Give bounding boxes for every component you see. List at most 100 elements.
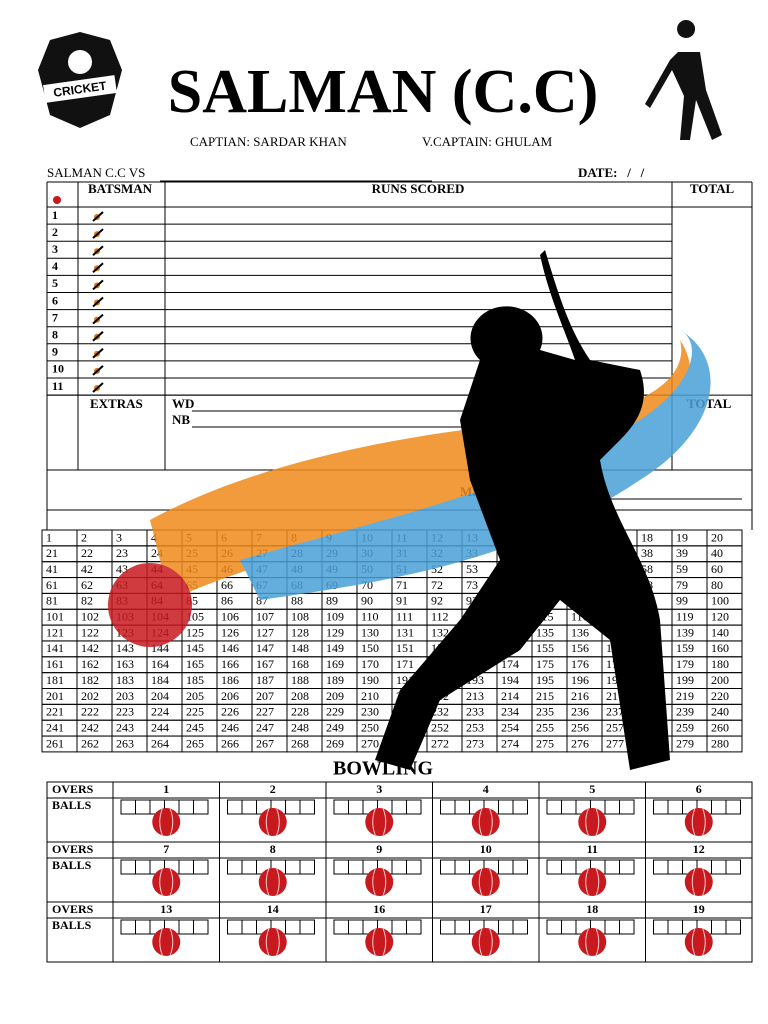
cell-text: 110 xyxy=(361,610,379,624)
cell-text: 10 xyxy=(52,362,64,376)
cell-text: 21 xyxy=(46,546,58,560)
cell-text: 120 xyxy=(711,610,729,624)
ball-box xyxy=(512,919,528,935)
cell-text: 226 xyxy=(221,705,239,719)
cell-text: 204 xyxy=(151,689,169,703)
cell-text: 230 xyxy=(361,705,379,719)
cell-text: BALLS xyxy=(52,858,92,872)
cell-text: 109 xyxy=(326,610,344,624)
bat-icon xyxy=(92,245,104,256)
cell-text: 277 xyxy=(606,736,624,750)
cell-text: 240 xyxy=(711,705,729,719)
cell-text: 61 xyxy=(46,578,58,592)
cell-text: 107 xyxy=(256,610,274,624)
cell-text: 66 xyxy=(221,578,233,592)
ball-box xyxy=(406,919,422,935)
cell-text: 201 xyxy=(46,689,64,703)
cell-text: 90 xyxy=(361,594,373,608)
cell-text: 181 xyxy=(46,673,64,687)
cell-text: 150 xyxy=(361,641,379,655)
cell-text: 249 xyxy=(326,720,344,734)
cell-text: 259 xyxy=(676,720,694,734)
cell-text: NB xyxy=(172,412,190,427)
cell-text: 102 xyxy=(81,610,99,624)
cell-text: 119 xyxy=(676,610,694,624)
cell-text: 141 xyxy=(46,641,64,655)
cell-text: 272 xyxy=(431,736,449,750)
cell-text: 235 xyxy=(536,705,554,719)
cell-text: 250 xyxy=(361,720,379,734)
cell-text: 274 xyxy=(501,736,519,750)
cell-text: 92 xyxy=(431,594,443,608)
bat-icon xyxy=(92,211,104,222)
ball-box xyxy=(406,859,422,875)
cell-text: 1 xyxy=(46,530,52,544)
cell-text: 202 xyxy=(81,689,99,703)
bat-icon xyxy=(92,313,104,325)
ball-box xyxy=(619,859,635,875)
ball-seam xyxy=(478,928,493,956)
ball-box xyxy=(725,799,741,815)
cell-text: 126 xyxy=(221,625,239,639)
cell-text: 239 xyxy=(676,705,694,719)
cell-text: 125 xyxy=(186,625,204,639)
bat-icon xyxy=(92,228,104,239)
cell-text: 4 xyxy=(151,530,157,544)
cricket-ball xyxy=(258,928,287,956)
cell-text: TOTAL xyxy=(690,181,735,196)
cricket-ball xyxy=(684,808,713,836)
cell-text: 223 xyxy=(116,705,134,719)
cell-text: 228 xyxy=(291,705,309,719)
cell-text: 184 xyxy=(151,673,169,687)
cell-text: RUNS SCORED xyxy=(372,181,465,196)
cell-text: 169 xyxy=(326,657,344,671)
cell-text: 7 xyxy=(52,310,58,324)
ball-seam xyxy=(372,868,387,896)
bat-icon xyxy=(92,262,104,274)
cricket-ball xyxy=(258,868,287,896)
cell-text: 108 xyxy=(291,610,309,624)
cell-text: OVERS xyxy=(52,842,94,856)
cell-text: 5 xyxy=(52,276,58,290)
cell-text: 276 xyxy=(571,736,589,750)
cell-text: 14 xyxy=(267,902,279,916)
bat-icon xyxy=(92,296,104,308)
cell-text: 205 xyxy=(186,689,204,703)
ball-box xyxy=(512,799,528,815)
cell-text: 7 xyxy=(163,842,169,856)
cell-text: 156 xyxy=(571,641,589,655)
ball-seam xyxy=(585,928,600,956)
cell-text: 183 xyxy=(116,673,134,687)
cell-text: 273 xyxy=(466,736,484,750)
cell-text: 79 xyxy=(676,578,688,592)
cell-text: 254 xyxy=(501,720,519,734)
cell-text: 242 xyxy=(81,720,99,734)
cell-text: 3 xyxy=(376,782,382,796)
cell-text: 131 xyxy=(396,625,414,639)
cell-text: BATSMAN xyxy=(88,181,153,196)
cell-text: 260 xyxy=(711,720,729,734)
cell-text: 199 xyxy=(676,673,694,687)
ball-seam xyxy=(478,868,493,896)
player-icon xyxy=(645,20,722,140)
ball-seam xyxy=(265,928,280,956)
cell-text: 161 xyxy=(46,657,64,671)
ball-seam xyxy=(691,808,706,836)
cell-text: 176 xyxy=(571,657,589,671)
cell-text: 275 xyxy=(536,736,554,750)
cell-text: 4 xyxy=(483,782,489,796)
cell-text: 195 xyxy=(536,673,554,687)
cell-text: 206 xyxy=(221,689,239,703)
bat-icon xyxy=(92,348,104,359)
cricket-ball xyxy=(684,868,713,896)
cell-text: WD xyxy=(172,396,194,411)
ball-seam xyxy=(159,868,174,896)
cell-text: 59 xyxy=(676,562,688,576)
cell-text: 214 xyxy=(501,689,519,703)
cell-text: 165 xyxy=(186,657,204,671)
title: SALMAN (C.C) xyxy=(168,58,599,126)
cell-text: 73 xyxy=(466,578,478,592)
cell-text: 6 xyxy=(696,782,702,796)
